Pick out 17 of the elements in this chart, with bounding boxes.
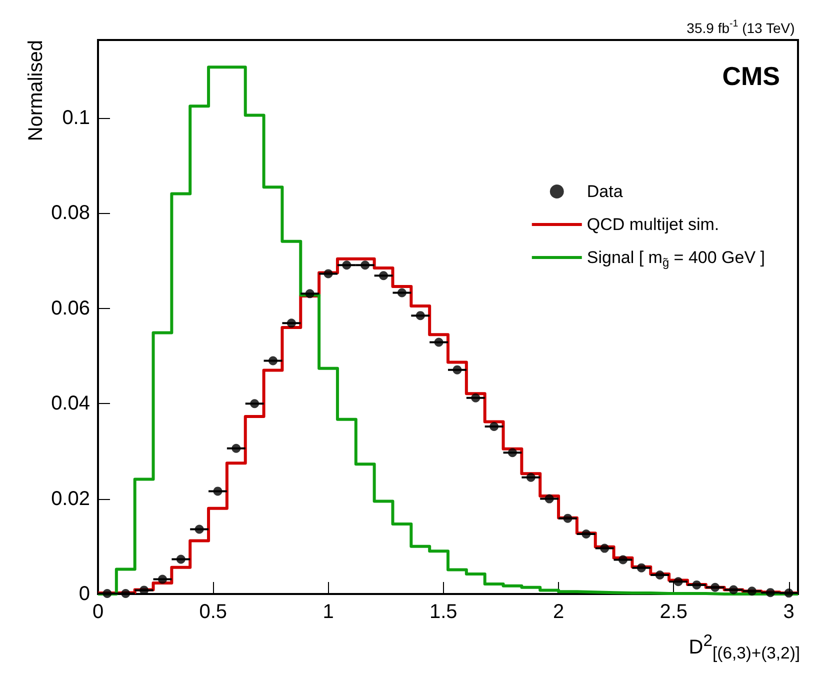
legend-label: QCD multijet sim. (586, 215, 720, 234)
y-tick-label: 0.04 (51, 392, 90, 415)
x-tick-label: 0 (92, 601, 104, 623)
x-tick-label: 2.5 (660, 601, 688, 623)
x-tick-label: 1.5 (429, 601, 458, 623)
y-tick-label: 0.02 (51, 488, 90, 510)
y-axis-title: Normalised (25, 40, 47, 142)
x-tick-label: 2 (552, 601, 564, 623)
legend-label: Data (586, 182, 624, 201)
x-tick-label: 1 (322, 601, 334, 623)
y-tick-label: 0 (78, 583, 90, 605)
annotation: CMS (722, 61, 780, 91)
y-tick-label: 0.1 (62, 107, 90, 130)
y-tick-label: 0.08 (51, 202, 90, 224)
x-tick-label: 3 (783, 601, 794, 623)
y-tick-label: 0.06 (51, 297, 90, 320)
x-tick-label: 0.5 (199, 601, 228, 623)
